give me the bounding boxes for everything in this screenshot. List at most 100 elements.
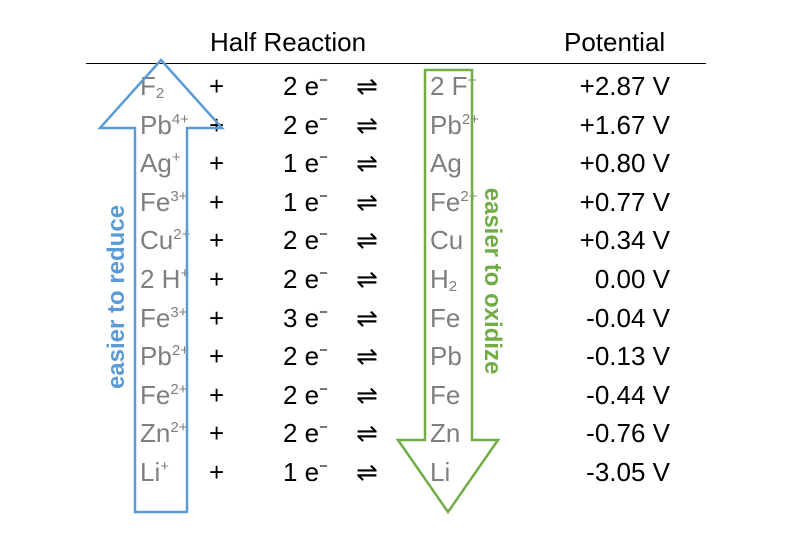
plus-sign: + [209,341,225,372]
equilibrium-arrow-icon: ⇌ [356,341,378,372]
potential-value: +0.80 V [579,148,670,179]
reduced-species: Ag [430,144,462,182]
oxidized-species-symbol: Fe [140,302,171,333]
reduced-species: Cu [430,221,463,259]
oxidized-species-charge: 4+ [171,110,189,128]
electron-charge: − [319,303,328,321]
reduced-species: Fe [430,299,460,337]
electron-count: 1 e [283,148,320,179]
oxidized-species: 2 H+ [140,260,189,298]
oxidized-species-symbol: 2 H [140,264,181,294]
electron-count: 2 e [283,341,320,372]
potential-value: -0.13 V [586,341,670,372]
plus-sign: + [209,379,225,410]
equilibrium-arrow-icon: ⇌ [356,264,378,294]
equilibrium-arrow-icon: ⇌ [356,418,378,449]
oxidized-species-symbol: Ag [140,148,172,179]
oxidized-species: Fe3+ [140,299,187,337]
reduced-species-subscript: 2 [448,278,458,295]
oxidized-species-charge: + [160,458,170,475]
oxidized-species-symbol: Pb [140,109,172,140]
electrons: 2 e− [283,221,328,259]
electron-count: 3 e [283,302,320,333]
electrons: 2 e− [283,106,328,144]
equilibrium-arrow-icon: ⇌ [356,71,378,101]
plus-sign: + [209,418,225,449]
electron-charge: − [319,72,328,89]
oxidized-species: Zn2+ [140,414,187,452]
reduced-species-symbol: Pb [430,341,462,372]
oxidized-species-charge: 3+ [170,303,188,321]
potential-value: -0.04 V [586,302,670,333]
electron-count: 1 e [283,457,320,487]
oxidized-species-charge: 2+ [170,380,188,398]
electron-count: 2 e [283,225,320,256]
reduced-species-charge: 2+ [460,187,478,205]
plus-sign: + [209,225,225,256]
easier-to-oxidize-label: easier to oxidize [479,187,506,375]
electron-count: 2 e [283,379,320,410]
electron-charge: − [319,380,328,398]
oxidized-species-symbol: F [140,71,156,101]
equilibrium-arrow-icon: ⇌ [356,302,378,333]
reduced-species-symbol: H [430,264,449,294]
half-reaction-row: Pb4+ +2 e− ⇌ Pb2+ +1.67 V [0,106,794,144]
potential-value: +0.34 V [579,225,670,256]
reduced-species-symbol: Zn [430,418,461,449]
equilibrium-arrow-icon: ⇌ [356,225,378,256]
oxidized-species-symbol: Cu [140,225,174,256]
oxidized-species-subscript: 2 [155,85,165,102]
oxidized-species-charge: + [171,149,181,167]
reduced-species-symbol: Li [430,457,451,487]
potential-value: 0.00 V [594,264,670,294]
header-rule [86,63,706,64]
equilibrium-arrow-icon: ⇌ [356,186,378,217]
plus-sign: + [209,109,225,140]
electron-charge: − [319,149,328,167]
electron-charge: − [319,265,328,282]
electrons: 2 e− [283,67,328,105]
plus-sign: + [209,457,225,487]
reduced-species-symbol: Ag [430,148,462,179]
electron-charge: − [319,342,328,360]
oxidized-species-symbol: Zn [140,418,171,449]
half-reaction-row: Zn2+ +2 e− ⇌ Zn -0.76 V [0,414,794,452]
electrons: 2 e− [283,414,328,452]
electron-count: 2 e [283,264,320,294]
reduced-species: Zn [430,414,460,452]
electrons: 1 e− [283,144,328,182]
potential-value: -3.05 V [586,457,670,487]
equilibrium-arrow-icon: ⇌ [356,457,378,487]
oxidized-species-charge: 2+ [170,419,188,437]
oxidized-species-charge: + [180,265,190,282]
oxidized-species-symbol: Fe [140,379,171,410]
equilibrium-arrow-icon: ⇌ [356,109,378,140]
reduced-species: Fe [430,376,460,414]
half-reaction-row: F2 +2 e− ⇌ 2 F− +2.87 V [0,67,794,105]
reduced-species: 2 F− [430,67,476,105]
reduced-species-symbol: Fe [430,379,461,410]
plus-sign: + [209,186,225,217]
oxidized-species-charge: 3+ [170,187,188,205]
reduced-species-symbol: 2 F [430,71,468,101]
electron-count: 2 e [283,418,320,449]
oxidized-species: Ag+ [140,144,181,182]
reduced-species: H2 [430,260,457,298]
oxidized-species-symbol: Fe [140,186,171,217]
electrons: 2 e− [283,376,328,414]
electron-charge: − [319,110,328,128]
header-potential: Potential [564,27,666,57]
electron-count: 2 e [283,109,320,140]
reduced-species: Pb2+ [430,106,479,144]
oxidized-species-charge: 2+ [171,342,189,360]
oxidized-species: Li+ [140,453,169,491]
equilibrium-arrow-icon: ⇌ [356,379,378,410]
reduced-species-charge: 2+ [461,110,479,128]
reduced-species-symbol: Fe [430,186,461,217]
oxidized-species-symbol: Li [140,457,161,487]
electron-charge: − [319,187,328,205]
electron-charge: − [319,458,328,475]
half-reaction-row: Ag+ +1 e− ⇌ Ag +0.80 V [0,144,794,182]
oxidized-species: Fe3+ [140,183,187,221]
reduced-species-symbol: Cu [430,225,464,256]
